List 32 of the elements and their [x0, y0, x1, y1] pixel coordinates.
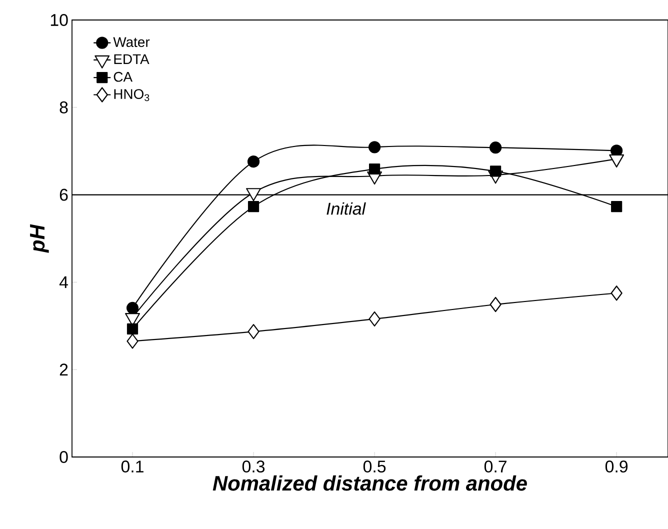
y-axis-title: pH — [30, 224, 49, 253]
point — [368, 163, 380, 175]
x-tick-label: 0.1 — [121, 460, 144, 473]
y-tick-label: 6 — [60, 188, 68, 201]
point — [248, 324, 260, 340]
y-tick-label: 8 — [60, 101, 68, 114]
y-tick-label: 4 — [59, 276, 68, 288]
x-axis-title: Nomalized distance from anode — [212, 475, 527, 491]
y-tick-label: 10 — [50, 14, 68, 26]
x-tick-label: 0.9 — [605, 460, 628, 473]
y-tick-label: 2 — [60, 364, 68, 376]
point — [490, 142, 502, 154]
legend-label: EDTA — [114, 54, 150, 64]
point — [611, 201, 622, 212]
point — [126, 334, 138, 349]
x-tick-label: 0.3 — [242, 460, 265, 473]
x-tick-label: 0.7 — [484, 460, 506, 473]
legend-label: HNO$_{3}$ — [114, 89, 150, 102]
point — [610, 286, 622, 301]
point — [490, 166, 502, 177]
point — [248, 201, 260, 212]
point — [368, 311, 380, 326]
x-tick-label: 0.5 — [363, 460, 386, 473]
point — [368, 141, 381, 154]
y-tick-label: 0 — [60, 451, 68, 463]
legend-label: CA — [114, 72, 133, 82]
point — [126, 323, 138, 335]
point — [126, 302, 139, 314]
point — [247, 156, 260, 168]
point — [490, 296, 502, 312]
ref-line-label: Initial — [326, 202, 366, 215]
legend-label: Water — [113, 37, 150, 48]
